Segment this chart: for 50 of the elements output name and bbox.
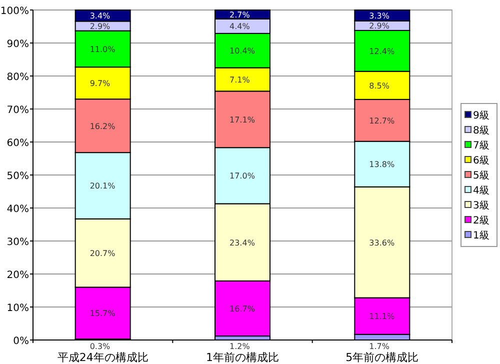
data-label: 11.1%	[369, 312, 395, 322]
data-label: 7.1%	[230, 75, 250, 84]
legend-label: 3級	[473, 200, 490, 212]
y-tick-label: 10%	[6, 303, 29, 314]
y-tick-label: 50%	[6, 171, 29, 182]
data-label: 1.2%	[230, 342, 250, 351]
data-label: 4.4%	[230, 22, 250, 32]
legend-label: 4級	[473, 186, 490, 196]
y-tick-label: 40%	[6, 204, 29, 215]
data-label: 2.9%	[90, 22, 111, 32]
legend-label: 8級	[473, 126, 490, 136]
legend-label: 5級	[473, 170, 490, 182]
data-label: 17.1%	[230, 115, 256, 124]
data-label: 12.7%	[369, 116, 395, 126]
y-tick-label: 0%	[13, 336, 29, 347]
y-tick-label: 80%	[6, 72, 29, 83]
y-tick-label: 60%	[6, 138, 29, 149]
y-tick-label: 70%	[6, 105, 29, 116]
y-tick-label: 90%	[6, 39, 29, 50]
y-tick-label: 20%	[6, 270, 29, 281]
data-label: 16.7%	[230, 304, 256, 314]
data-label: 33.6%	[369, 238, 395, 248]
legend-label: 7級	[473, 140, 490, 152]
data-label: 17.0%	[230, 172, 256, 181]
data-label: 10.4%	[230, 46, 256, 56]
data-label: 8.5%	[369, 81, 390, 90]
data-label: 1.7%	[369, 342, 390, 351]
data-label: 16.2%	[90, 122, 116, 131]
y-tick-label: 30%	[6, 237, 29, 248]
data-label: 12.4%	[369, 46, 395, 56]
data-label: 11.0%	[90, 44, 116, 54]
data-label: 20.7%	[90, 249, 116, 258]
data-label: 20.1%	[90, 182, 116, 191]
x-tick-label: 1年前の構成比	[206, 351, 279, 364]
legend-label: 2級	[473, 216, 490, 226]
data-label: 9.7%	[90, 79, 111, 88]
x-tick-label: 平成24年の構成比	[57, 351, 148, 364]
data-label: 3.4%	[90, 12, 111, 21]
x-tick-label: 5年前の構成比	[346, 351, 419, 364]
y-tick-label: 100%	[0, 6, 29, 17]
data-label: 23.4%	[230, 238, 256, 248]
data-label: 2.9%	[369, 22, 390, 31]
data-label: 0.3%	[90, 342, 111, 351]
legend-label: 9級	[473, 110, 490, 122]
data-label: 2.7%	[230, 10, 250, 20]
data-label: 13.8%	[369, 160, 395, 170]
data-label: 3.3%	[369, 11, 390, 20]
legend-label: 1級	[473, 230, 490, 242]
data-label: 15.7%	[90, 309, 116, 318]
legend-label: 6級	[473, 156, 490, 166]
